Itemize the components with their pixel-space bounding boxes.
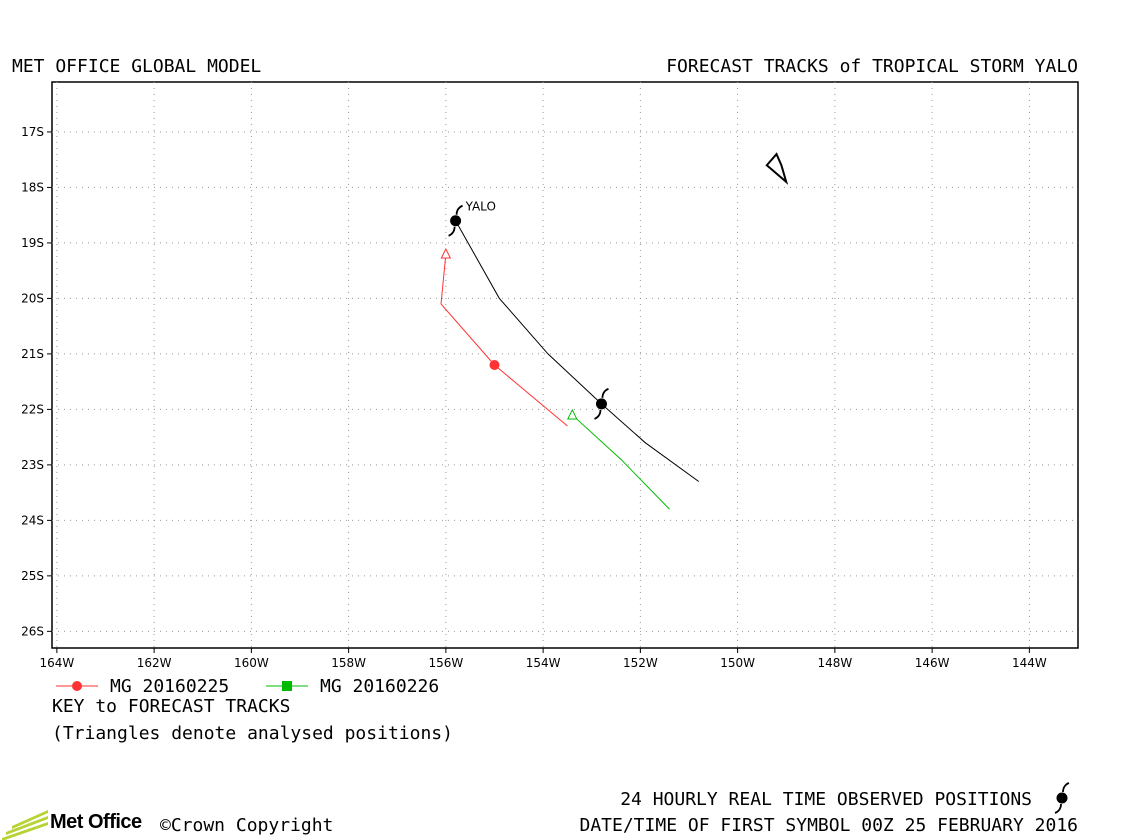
x-tick-label: 164W <box>39 656 74 670</box>
legend-marker-square <box>282 681 292 691</box>
x-tick-label: 158W <box>331 656 366 670</box>
y-tick-label: 17S <box>21 125 44 139</box>
x-tick-label: 152W <box>623 656 658 670</box>
forecast-track-line <box>571 414 670 510</box>
forecast-track-line <box>440 253 568 427</box>
tracks: YALO <box>440 200 700 510</box>
copyright: ©Crown Copyright <box>160 815 334 836</box>
map-grid <box>52 82 1078 648</box>
x-tick-label: 160W <box>234 656 269 670</box>
observed-positions-label: 24 HOURLY REAL TIME OBSERVED POSITIONS <box>620 789 1032 810</box>
x-tick-label: 154W <box>526 656 561 670</box>
y-tick-label: 25S <box>21 569 44 583</box>
y-tick-label: 26S <box>21 624 44 638</box>
map-frame <box>51 81 1079 649</box>
x-tick-label: 144W <box>1012 656 1047 670</box>
forecast-title: FORECAST TRACKS of TROPICAL STORM YALO <box>666 56 1078 77</box>
y-tick-label: 20S <box>21 291 44 305</box>
first-symbol-datetime: DATE/TIME OF FIRST SYMBOL 00Z 25 FEBRUAR… <box>579 815 1079 836</box>
observed-track-line <box>455 220 700 482</box>
analysed-position-triangle <box>440 247 452 259</box>
y-tick-label: 24S <box>21 513 44 527</box>
y-tick-label: 21S <box>21 347 44 361</box>
x-tick-label: 162W <box>137 656 172 670</box>
brand-name: Met Office <box>50 811 142 833</box>
x-tick-label: 150W <box>720 656 755 670</box>
island-outline <box>765 152 789 185</box>
x-tick-label: 146W <box>915 656 950 670</box>
land-outline <box>765 152 789 185</box>
legend-entry-label: MG 20160226 <box>320 676 439 697</box>
y-tick-label: 23S <box>21 458 44 472</box>
legend-marker-dot <box>72 681 82 691</box>
y-tick-label: 19S <box>21 236 44 250</box>
legend-key-title: KEY to FORECAST TRACKS <box>52 696 291 717</box>
x-tick-label: 156W <box>428 656 463 670</box>
cyclone-symbol-icon <box>448 204 463 237</box>
legend-entry-label: MG 20160225 <box>110 676 229 697</box>
y-tick-label: 18S <box>21 180 44 194</box>
legend-lines: MG 20160225 MG 20160226 <box>56 676 439 697</box>
model-title: MET OFFICE GLOBAL MODEL <box>12 56 262 77</box>
analysed-position-triangle <box>566 408 578 420</box>
cyclone-symbol-icon <box>594 387 609 420</box>
met-office-logo-icon <box>2 810 48 840</box>
storm-name-label: YALO <box>465 200 496 214</box>
cyclone-symbol-icon <box>1054 782 1070 814</box>
x-tick-label: 148W <box>817 656 852 670</box>
legend-note: (Triangles denote analysed positions) <box>52 723 453 744</box>
axis-ticks: 164W 162W 160W 158W 156W 154W 152W 150W 148W 146W… <box>21 125 1047 670</box>
forecast-position-dot <box>489 360 500 370</box>
y-tick-label: 22S <box>21 402 44 416</box>
